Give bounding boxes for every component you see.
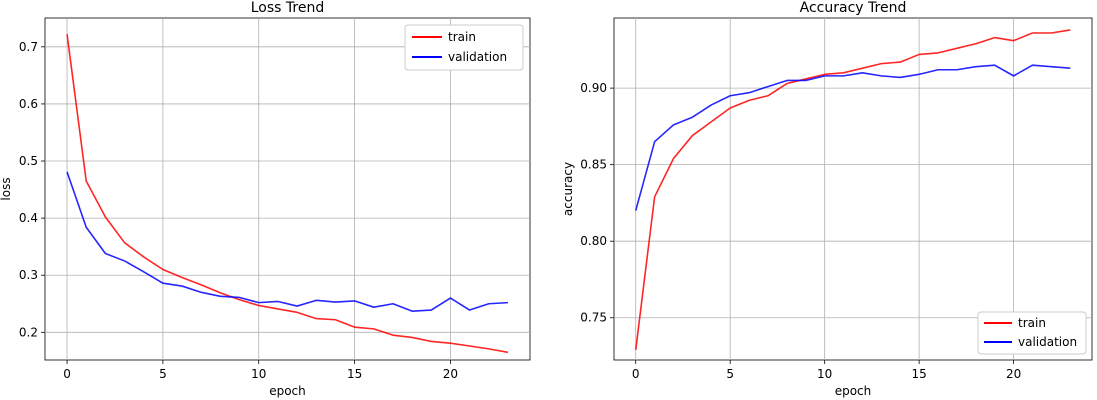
legend: train validation [977, 311, 1087, 355]
legend-label-validation: validation [1018, 335, 1077, 349]
y-tick-label: 0.6 [19, 97, 38, 111]
plot-area [613, 17, 1093, 361]
series-layer [634, 29, 1071, 350]
gridlines [45, 18, 530, 360]
series-layer [66, 34, 509, 354]
y-tick-label: 0.7 [19, 40, 38, 54]
x-tick-label: 20 [1006, 367, 1021, 381]
legend-label-train: train [448, 30, 476, 44]
y-tick-label: 0.75 [580, 311, 607, 325]
legend: train validation [404, 24, 524, 71]
y-ticks: 0.2 0.3 0.4 0.5 0.6 0.7 [19, 40, 45, 339]
y-tick-label: 0.2 [19, 325, 38, 339]
chart-title: Accuracy Trend [800, 0, 907, 16]
x-tick-label: 0 [63, 367, 71, 381]
y-ticks: 0.75 0.80 0.85 0.90 [580, 81, 614, 325]
x-tick-label: 15 [347, 367, 362, 381]
series-line-validation [634, 64, 1071, 211]
x-tick-label: 0 [632, 367, 640, 381]
x-ticks: 0 5 10 15 20 [632, 360, 1021, 381]
x-tick-label: 10 [251, 367, 266, 381]
legend-label-train: train [1018, 316, 1046, 330]
x-tick-label: 15 [911, 367, 926, 381]
chart-title: Loss Trend [251, 0, 324, 16]
x-axis-label: epoch [269, 384, 306, 398]
accuracy-chart: 0 5 10 15 20 0.75 0.80 0.85 0.90 Accuracy Trend… [561, 0, 1093, 398]
x-tick-label: 5 [726, 367, 734, 381]
x-ticks: 0 5 10 15 20 [63, 360, 458, 381]
y-tick-label: 0.85 [580, 158, 607, 172]
series-line-train [66, 34, 509, 354]
y-axis-label: loss [0, 177, 13, 200]
loss-chart: 0 5 10 15 20 0.2 0.3 0.4 0.5 0.6 0.7 Loss Trend e… [0, 0, 531, 398]
legend-label-validation: validation [448, 50, 507, 64]
series-line-train [634, 29, 1071, 350]
x-tick-label: 20 [443, 367, 458, 381]
y-tick-label: 0.3 [19, 268, 38, 282]
y-axis-label: accuracy [561, 162, 575, 216]
y-tick-label: 0.4 [19, 211, 38, 225]
y-tick-label: 0.80 [580, 234, 607, 248]
x-axis-label: epoch [835, 384, 872, 398]
x-tick-label: 5 [159, 367, 167, 381]
x-tick-label: 10 [817, 367, 832, 381]
y-tick-label: 0.90 [580, 81, 607, 95]
series-line-validation [66, 171, 508, 312]
y-tick-label: 0.5 [19, 154, 38, 168]
